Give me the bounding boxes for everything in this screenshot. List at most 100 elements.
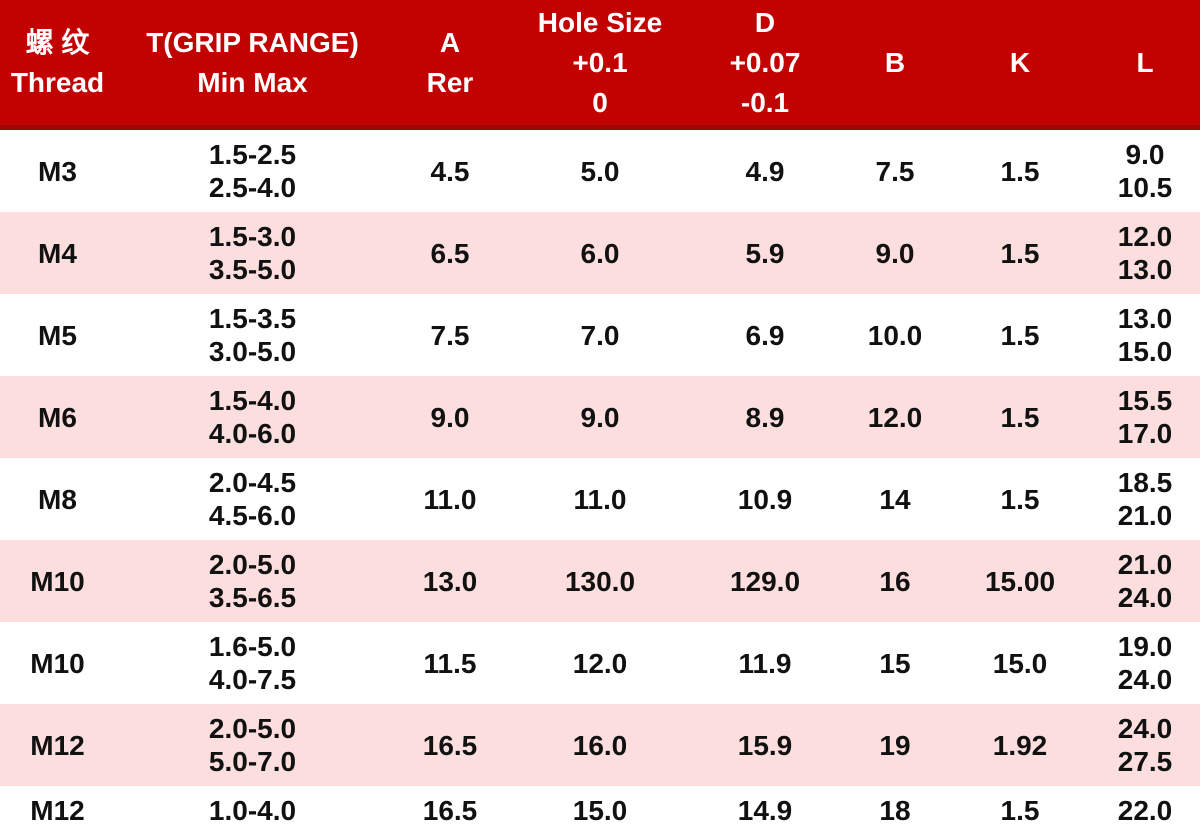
cell-hole: 15.0 xyxy=(510,786,690,826)
cell-l: 13.0 15.0 xyxy=(1090,294,1200,376)
cell-line: 1.5-3.0 xyxy=(208,221,297,252)
cell-k: 15.0 xyxy=(950,622,1090,704)
cell-line: M8 xyxy=(38,483,77,515)
cell-line: 12.0 xyxy=(1117,221,1173,252)
cell-l: 9.0 10.5 xyxy=(1090,130,1200,212)
cell-line: 1.5 xyxy=(1000,795,1040,826)
cell-hole: 16.0 xyxy=(510,704,690,786)
cell-line: M10 xyxy=(30,647,85,679)
cell-l: 15.5 17.0 xyxy=(1090,376,1200,458)
cell-hole: 130.0 xyxy=(510,540,690,622)
cell-thread: M10 xyxy=(0,540,115,622)
cell-line: 15.0 xyxy=(992,647,1048,679)
cell-line: M6 xyxy=(38,401,77,433)
cell-line: M3 xyxy=(38,155,77,187)
cell-line: 6.5 xyxy=(430,237,470,269)
cell-line: 2.0-4.5 xyxy=(208,467,297,498)
cell-thread: M10 xyxy=(0,622,115,704)
table-row: M12 1.0-4.0 16.5 15.0 14.9 18 1.5 22.0 xyxy=(0,786,1200,826)
cell-k: 1.5 xyxy=(950,294,1090,376)
cell-k: 15.00 xyxy=(950,540,1090,622)
cell-line: 1.5-2.5 xyxy=(208,139,297,170)
cell-line: 7.0 xyxy=(580,319,620,351)
cell-d: 5.9 xyxy=(690,212,840,294)
header-line: -0.1 xyxy=(740,86,790,118)
cell-line: 9.0 xyxy=(875,237,915,269)
cell-a: 11.0 xyxy=(390,458,510,540)
cell-b: 16 xyxy=(840,540,950,622)
cell-grip: 2.0-5.0 3.5-6.5 xyxy=(115,540,390,622)
cell-line: 18 xyxy=(879,795,911,826)
cell-b: 7.5 xyxy=(840,130,950,212)
cell-thread: M12 xyxy=(0,786,115,826)
cell-line: 24.0 xyxy=(1117,582,1173,613)
cell-k: 1.5 xyxy=(950,376,1090,458)
cell-line: 15.0 xyxy=(572,795,628,826)
table-row: M12 2.0-5.0 5.0-7.0 16.5 16.0 15.9 19 1.92 24.0 2… xyxy=(0,704,1200,786)
cell-line: 4.5-6.0 xyxy=(208,500,297,531)
header-cell-hole: Hole Size +0.1 0 xyxy=(510,0,690,125)
cell-b: 15 xyxy=(840,622,950,704)
cell-line: 14 xyxy=(879,483,911,515)
header-line: Rer xyxy=(426,66,474,98)
header-cell-b: B xyxy=(840,0,950,125)
header-cell-d: D +0.07 -0.1 xyxy=(690,0,840,125)
cell-line: 18.5 xyxy=(1117,467,1173,498)
cell-thread: M12 xyxy=(0,704,115,786)
cell-a: 11.5 xyxy=(390,622,510,704)
cell-line: M4 xyxy=(38,237,77,269)
cell-line: M5 xyxy=(38,319,77,351)
header-line: K xyxy=(1009,46,1031,78)
header-cell-grip: T(GRIP RANGE) Min Max xyxy=(115,0,390,125)
cell-d: 10.9 xyxy=(690,458,840,540)
cell-line: 3.5-5.0 xyxy=(208,254,297,285)
header-line: Thread xyxy=(10,66,105,98)
cell-line: 8.9 xyxy=(745,401,785,433)
cell-l: 22.0 xyxy=(1090,786,1200,826)
table-header-row: 螺 纹 Thread T(GRIP RANGE) Min Max A Rer Hole Si… xyxy=(0,0,1200,130)
cell-line: 1.5-3.5 xyxy=(208,303,297,334)
cell-line: 21.0 xyxy=(1117,500,1173,531)
cell-line: 1.5 xyxy=(1000,155,1040,187)
cell-b: 19 xyxy=(840,704,950,786)
header-line: +0.1 xyxy=(572,46,628,78)
cell-thread: M5 xyxy=(0,294,115,376)
table-row: M10 1.6-5.0 4.0-7.5 11.5 12.0 11.9 15 15.0 19.0 2… xyxy=(0,622,1200,704)
cell-thread: M4 xyxy=(0,212,115,294)
cell-line: 6.9 xyxy=(745,319,785,351)
cell-k: 1.5 xyxy=(950,130,1090,212)
cell-line: 27.5 xyxy=(1117,746,1173,777)
header-line: D xyxy=(754,6,776,38)
header-line: A xyxy=(439,26,461,58)
cell-line: 4.0-7.5 xyxy=(208,664,297,695)
cell-line: 4.9 xyxy=(745,155,785,187)
cell-line: 15.5 xyxy=(1117,385,1173,416)
cell-line: 2.5-4.0 xyxy=(208,172,297,203)
cell-line: 21.0 xyxy=(1117,549,1173,580)
cell-line: 24.0 xyxy=(1117,664,1173,695)
cell-line: 19 xyxy=(879,729,911,761)
header-line: Hole Size xyxy=(537,6,663,38)
table-row: M3 1.5-2.5 2.5-4.0 4.5 5.0 4.9 7.5 1.5 9.0 10.5 xyxy=(0,130,1200,212)
header-cell-a: A Rer xyxy=(390,0,510,125)
cell-line: 15.9 xyxy=(737,729,793,761)
cell-hole: 12.0 xyxy=(510,622,690,704)
table-row: M6 1.5-4.0 4.0-6.0 9.0 9.0 8.9 12.0 1.5 15.5 17.0 xyxy=(0,376,1200,458)
table-body: M3 1.5-2.5 2.5-4.0 4.5 5.0 4.9 7.5 1.5 9.0 10.5 M4… xyxy=(0,130,1200,826)
cell-line: 16.5 xyxy=(422,729,478,761)
header-line: T(GRIP RANGE) xyxy=(146,26,359,58)
cell-k: 1.5 xyxy=(950,786,1090,826)
header-line: 螺 纹 xyxy=(25,26,90,58)
cell-a: 16.5 xyxy=(390,786,510,826)
cell-d: 11.9 xyxy=(690,622,840,704)
cell-b: 9.0 xyxy=(840,212,950,294)
cell-line: M10 xyxy=(30,565,85,597)
cell-k: 1.92 xyxy=(950,704,1090,786)
cell-line: 16.5 xyxy=(422,795,478,826)
cell-thread: M8 xyxy=(0,458,115,540)
header-cell-thread: 螺 纹 Thread xyxy=(0,0,115,125)
cell-line: 13.0 xyxy=(1117,254,1173,285)
cell-line: 10.9 xyxy=(737,483,793,515)
cell-line: 1.5-4.0 xyxy=(208,385,297,416)
cell-line: 5.0-7.0 xyxy=(208,746,297,777)
